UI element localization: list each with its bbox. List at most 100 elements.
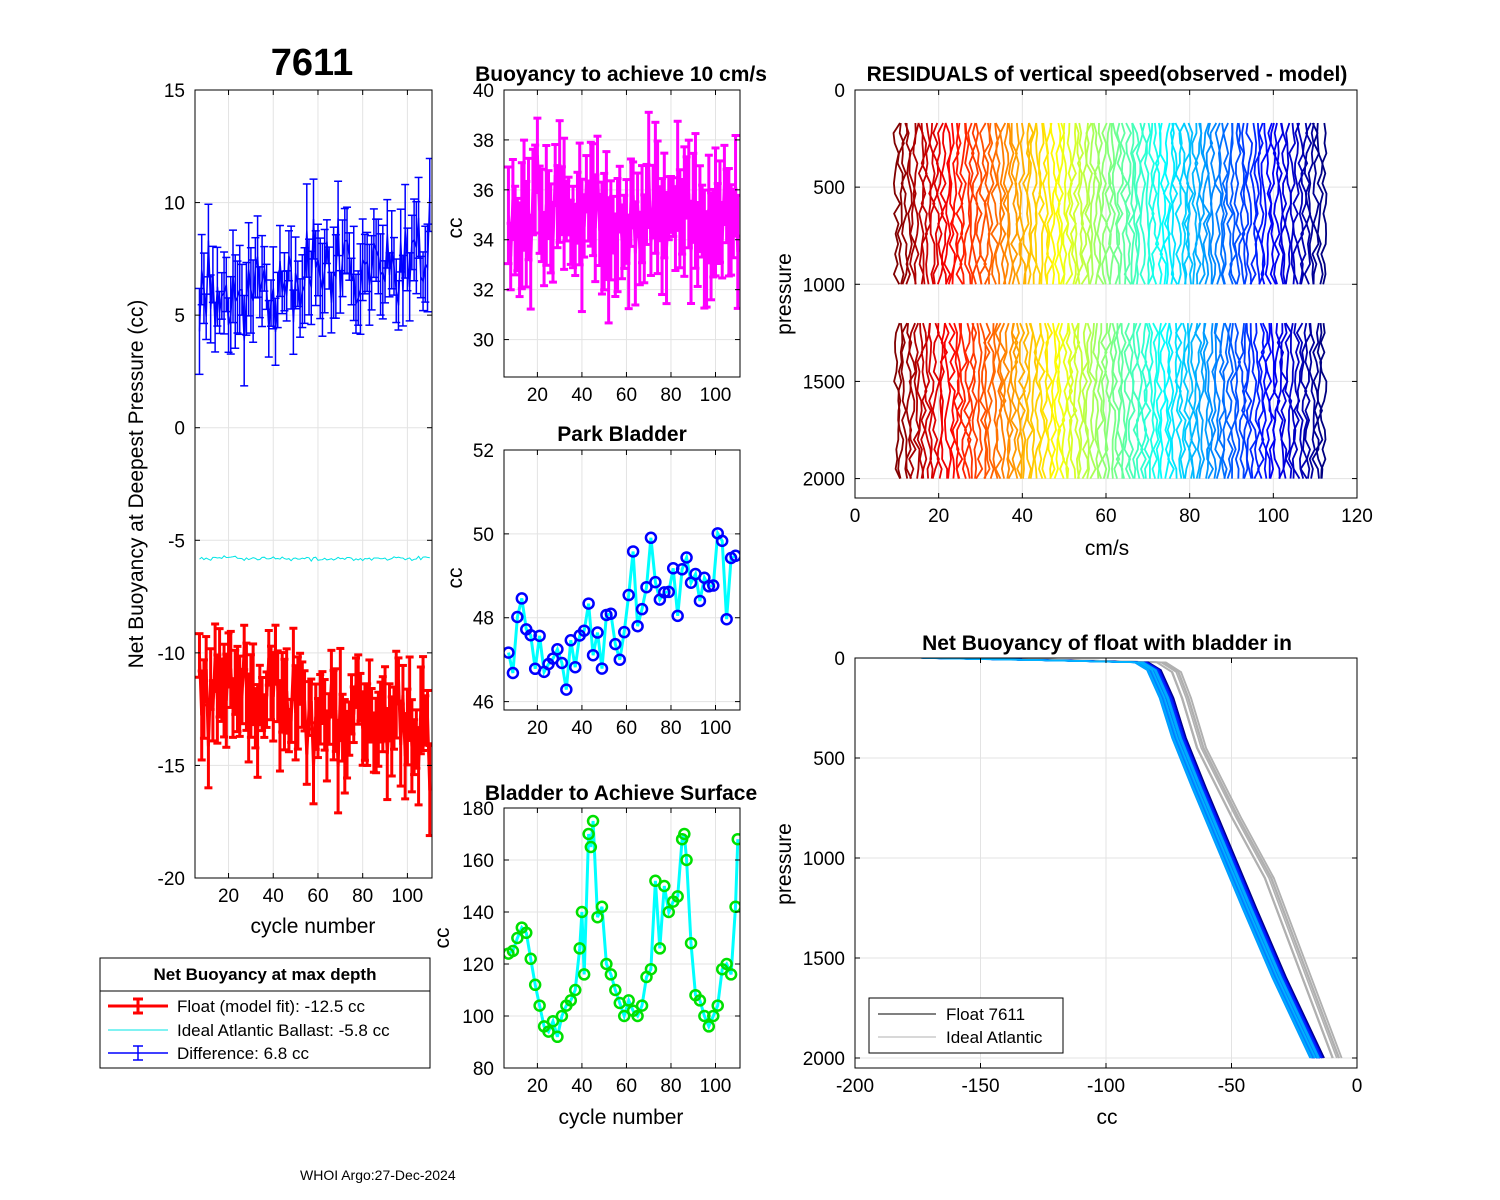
y-tick-label: 1000 [803,849,845,870]
x-tick-label: -150 [961,1076,999,1097]
residual-profile [1084,322,1093,479]
residuals-series [892,122,1328,480]
residual-profile [917,122,925,285]
y-tick-label: 1500 [803,949,845,970]
x-tick-label: -200 [836,1076,874,1097]
y-tick-label: 80 [473,1059,494,1080]
residual-profile [943,322,952,479]
profile-legend-box [868,997,1064,1054]
residual-profile [1127,122,1136,285]
park-point [568,660,582,674]
residual-profile [1320,122,1328,285]
residual-profile [1237,322,1246,479]
buoyancy-10cms-ticks: 20 40 60 80 100 40 38 36 34 32 30 [473,81,741,406]
park-point [715,534,729,548]
float-profile-line [926,658,1316,1059]
residual-profile [1284,322,1293,479]
residual-profile [1034,122,1042,285]
x-tick-label: 40 [571,718,592,739]
residual-profile [1089,122,1097,285]
residual-profile [936,323,944,479]
residual-profile [908,122,917,285]
surface-point [575,905,589,919]
surface-point [582,827,595,841]
park-point [555,656,569,670]
x-tick-label: 60 [1095,506,1116,527]
net-buoyancy-panel: 20 40 60 80 100 15 10 5 0 -5 -10 -15 -20 7611 cycle … [125,42,433,938]
residual-profile [1194,122,1203,285]
surface-point [595,900,609,914]
residual-profile [963,322,972,479]
residuals-ylabel: pressure [773,253,796,335]
x-tick-label: 60 [616,385,637,406]
buoyancy-10cms-ylabel: cc [444,218,467,239]
y-tick-label: 140 [462,903,494,924]
y-tick-label: 2000 [803,470,845,491]
x-tick-label: 20 [218,886,239,907]
residual-profile [1299,322,1309,480]
residual-profile [974,122,983,285]
surface-point [617,1009,631,1023]
residual-profile [978,122,987,285]
residual-profile [1186,122,1195,285]
residual-profile [1295,322,1305,479]
residual-profile [1002,122,1011,285]
ideal-line [199,555,430,562]
park-point [680,551,693,564]
surface-point [542,1025,555,1038]
legend-float-label: Float (model fit): -12.5 cc [177,997,366,1016]
surface-point [671,890,684,903]
residual-profile [963,122,972,285]
residual-profile [1201,122,1211,285]
surface-point [584,840,598,854]
residual-profile [1080,122,1089,285]
residual-profile [967,122,975,285]
surface-point [528,978,542,992]
park-point [631,619,644,633]
residual-profile [1115,122,1124,285]
net-buoyancy-series [195,157,432,838]
y-tick-label: 52 [473,441,494,462]
y-tick-label: -20 [158,869,185,890]
residual-profile [1148,322,1155,479]
x-tick-label: 20 [928,506,949,527]
residual-profile [1241,122,1250,285]
x-tick-label: 20 [527,718,548,739]
surface-point [684,936,698,950]
axes-frame [854,89,1358,499]
profile-series [920,658,1343,1059]
y-tick-label: 120 [462,955,494,976]
surface-point [604,968,618,981]
surface-point [649,874,662,888]
surface-point [678,827,691,841]
residual-profile [1308,322,1316,479]
residual-profile [1151,122,1160,285]
residual-profile [1029,122,1038,285]
residual-profile [904,122,913,285]
x-tick-label: 100 [700,385,732,406]
residual-profile [1229,122,1238,285]
residual-profile [979,322,988,479]
residual-profile [1225,322,1234,479]
residual-profile [1100,122,1109,285]
residual-profile [1190,322,1199,479]
residual-profile [971,322,979,479]
y-tick-label: 0 [834,81,845,102]
residual-profile [1276,122,1285,285]
residual-profile [900,322,909,479]
surface-point [680,853,693,867]
x-tick-label: 80 [660,385,681,406]
residual-profile [1092,122,1101,285]
surface-point [568,983,582,997]
y-tick-label: 30 [473,331,494,352]
residual-profile [1038,122,1045,285]
residual-profile [975,322,984,480]
residual-profile [1198,322,1207,479]
residuals-title: RESIDUALS of vertical speed(observed - m… [867,63,1348,86]
residual-profile [1076,122,1085,285]
residual-profile [1053,322,1062,479]
x-tick-label: 60 [616,1076,637,1097]
y-tick-label: 32 [473,281,494,302]
residual-profile [908,322,917,479]
